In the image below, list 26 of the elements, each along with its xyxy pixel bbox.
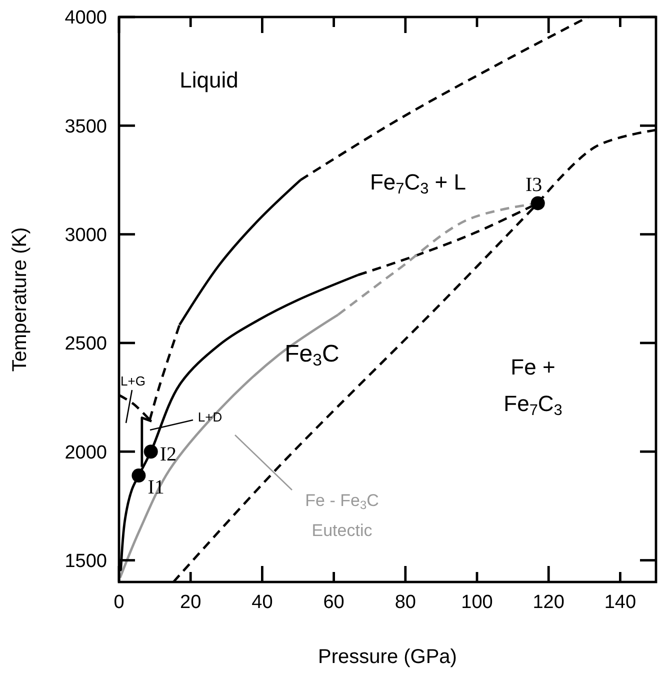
- y-tick-label: 4000: [64, 8, 107, 29]
- x-tick-label: 60: [323, 592, 344, 613]
- x-axis-title: Pressure (GPa): [318, 646, 457, 668]
- annotation: Fe$_{3}$C: [284, 340, 340, 370]
- y-tick-label: 3500: [64, 116, 107, 138]
- y-tick-label: 2500: [64, 334, 107, 355]
- x-tick-label: 40: [252, 592, 273, 613]
- data-label: I3: [526, 174, 542, 196]
- x-tick-label: 140: [604, 592, 636, 613]
- y-tick-label: 3000: [64, 224, 107, 246]
- annotation: L+D: [198, 410, 222, 425]
- x-tick-label: 0: [114, 592, 124, 613]
- annotation: Fe + Fe$_{7}$C$_{3}$: [504, 354, 562, 419]
- data-label: I2: [160, 444, 177, 466]
- y-tick-label: 1500: [64, 550, 107, 572]
- x-tick-label: 20: [180, 592, 202, 613]
- data-label: I1: [148, 476, 164, 499]
- annotation: Liquid: [180, 68, 238, 93]
- x-tick-label: 120: [532, 592, 564, 613]
- x-tick-label: 100: [461, 592, 493, 613]
- annotation: Fe$_{7}$C$_{3}$ + L: [370, 170, 466, 198]
- annotation: Fe - Fe$_{3}$C Eutectic: [305, 491, 379, 540]
- y-axis-title: Temperature (K): [9, 227, 31, 372]
- annotation: L+G: [120, 374, 146, 389]
- y-tick-label: 2000: [64, 442, 107, 464]
- x-tick-label: 80: [394, 592, 416, 613]
